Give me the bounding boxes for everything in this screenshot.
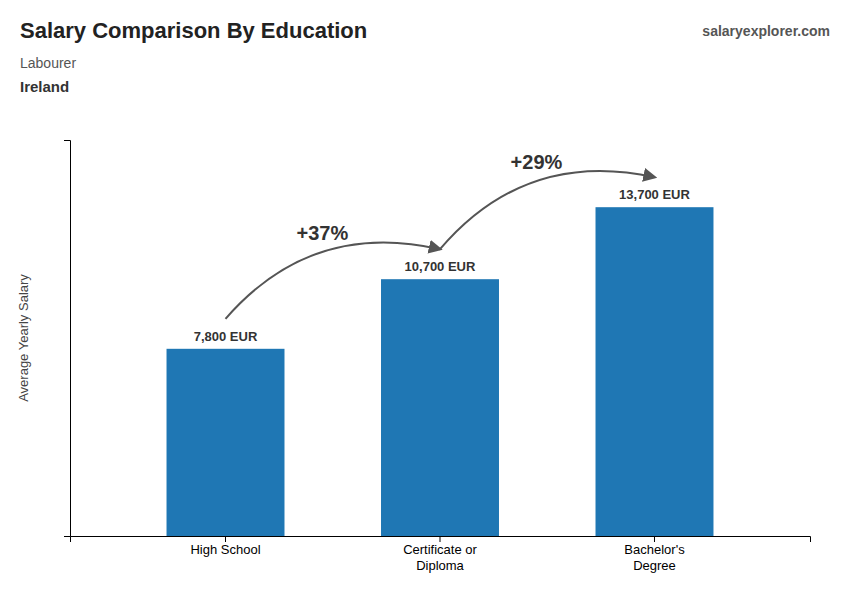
annotation: salaryexplorer.com — [702, 23, 830, 39]
data-label: 10,700 EUR — [405, 259, 476, 274]
chart-svg: Salary Comparison By Education Labourer Ir… — [0, 0, 850, 606]
x-tick-mark — [440, 536, 441, 542]
x-axis-line — [71, 537, 811, 543]
data-label: 13,700 EUR — [619, 187, 690, 202]
annotation-arrow — [226, 242, 440, 318]
x-tick: Certificate orDiploma — [403, 536, 477, 573]
subtitle: Ireland — [20, 78, 69, 95]
x-tick-mark — [654, 536, 655, 542]
annotation: +37% — [296, 222, 348, 244]
data-label: 7,800 EUR — [194, 329, 258, 344]
title: Salary Comparison By Education — [20, 18, 367, 43]
x-tick-label-line: Bachelor's — [624, 542, 685, 557]
x-tick-label: Bachelor'sDegree — [624, 542, 685, 573]
annotation: +29% — [511, 151, 563, 173]
bar — [596, 207, 714, 536]
subtitle: Labourer — [20, 55, 76, 71]
y-axis-label: Average Yearly Salary — [16, 274, 31, 402]
x-axis: High School Certificate orDiploma Bachelor… — [71, 536, 811, 573]
x-tick-label-line: Diploma — [416, 558, 464, 573]
x-tick-mark — [225, 536, 226, 542]
annotations: +37% +29% — [226, 151, 655, 319]
x-tick-label: High School — [190, 542, 260, 557]
plot-area: High School Certificate orDiploma Bachelor… — [64, 141, 811, 573]
bar — [381, 279, 499, 536]
x-tick: Bachelor'sDegree — [624, 536, 685, 573]
y-axis — [64, 141, 71, 537]
x-tick-label-line: Degree — [633, 558, 676, 573]
data-labels: 7,800 EUR 10,700 EUR 13,700 EUR — [194, 187, 691, 344]
bar — [167, 349, 285, 536]
bars — [167, 207, 714, 536]
x-tick: High School — [190, 536, 260, 557]
x-tick-label-line: Certificate or — [403, 542, 477, 557]
y-axis-line — [64, 141, 71, 537]
x-tick-label-line: High School — [190, 542, 260, 557]
annotation-arrow — [440, 171, 654, 249]
x-tick-label: Certificate orDiploma — [403, 542, 477, 573]
